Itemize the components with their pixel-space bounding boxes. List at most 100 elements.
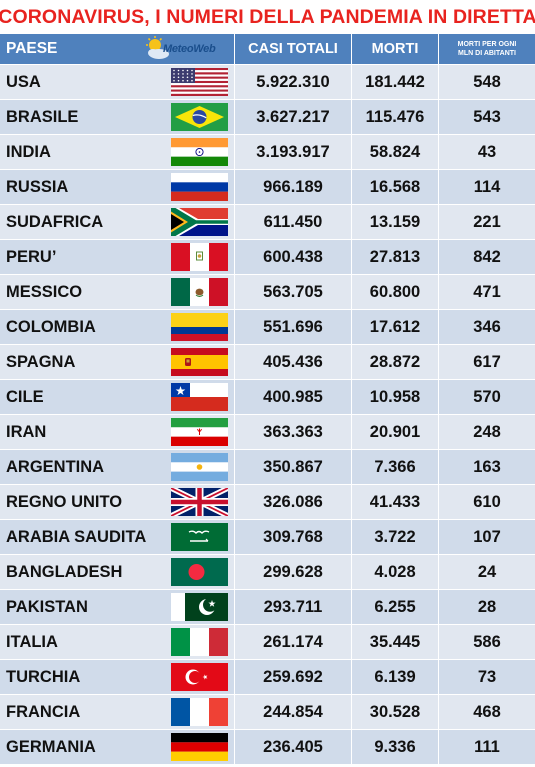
cases-value: 611.450 bbox=[235, 205, 352, 240]
country-name: ARGENTINA bbox=[6, 457, 105, 476]
pakistan-flag-icon bbox=[171, 593, 228, 621]
header-country-cell: PAESE MeteoWeb bbox=[0, 34, 235, 65]
country-cell: ARABIA SAUDITA bbox=[0, 520, 235, 555]
table-header: PAESE MeteoWeb CASI TOTALI MORTI MORTI P… bbox=[0, 34, 535, 65]
table-row: GERMANIA 236.405 9.336 111 bbox=[0, 730, 535, 765]
bangladesh-flag-icon bbox=[171, 558, 228, 586]
country-cell: MESSICO bbox=[0, 275, 235, 310]
cases-value: 299.628 bbox=[235, 555, 352, 590]
country-name: ARABIA SAUDITA bbox=[6, 527, 147, 546]
deaths-value: 4.028 bbox=[352, 555, 439, 590]
per-million-value: 221 bbox=[439, 205, 535, 240]
cases-value: 3.193.917 bbox=[235, 135, 352, 170]
brazil-flag-icon bbox=[171, 103, 228, 131]
deaths-value: 60.800 bbox=[352, 275, 439, 310]
cases-value: 244.854 bbox=[235, 695, 352, 730]
cases-value: 236.405 bbox=[235, 730, 352, 765]
country-cell: SPAGNA bbox=[0, 345, 235, 380]
deaths-value: 20.901 bbox=[352, 415, 439, 450]
country-cell: RUSSIA bbox=[0, 170, 235, 205]
country-name: MESSICO bbox=[6, 282, 83, 301]
country-cell: BRASILE bbox=[0, 100, 235, 135]
table-row: FRANCIA 244.854 30.528 468 bbox=[0, 695, 535, 730]
per-million-value: 548 bbox=[439, 65, 535, 100]
turkey-flag-icon bbox=[171, 663, 228, 691]
country-name: RUSSIA bbox=[6, 177, 69, 196]
table-row: USA 5.922.310 181.442 548 bbox=[0, 65, 535, 100]
per-million-value: 468 bbox=[439, 695, 535, 730]
meteoweb-logo: MeteoWeb bbox=[145, 36, 231, 62]
france-flag-icon bbox=[171, 698, 228, 726]
per-million-value: 610 bbox=[439, 485, 535, 520]
uk-flag-icon bbox=[171, 488, 228, 516]
table-row: SUDAFRICA 611.450 13.159 221 bbox=[0, 205, 535, 240]
cases-value: 259.692 bbox=[235, 660, 352, 695]
deaths-value: 35.445 bbox=[352, 625, 439, 660]
country-cell: BANGLADESH bbox=[0, 555, 235, 590]
table-row: ARGENTINA 350.867 7.366 163 bbox=[0, 450, 535, 485]
country-cell: TURCHIA bbox=[0, 660, 235, 695]
country-name: BRASILE bbox=[6, 107, 79, 126]
cases-value: 326.086 bbox=[235, 485, 352, 520]
country-name: SPAGNA bbox=[6, 352, 76, 371]
country-name: CILE bbox=[6, 387, 44, 406]
country-name: IRAN bbox=[6, 422, 47, 441]
country-cell: INDIA bbox=[0, 135, 235, 170]
header-per-million: MORTI PER OGNI MLN DI ABITANTI bbox=[439, 34, 535, 65]
country-name: BANGLADESH bbox=[6, 562, 123, 581]
deaths-value: 3.722 bbox=[352, 520, 439, 555]
table-row: BANGLADESH 299.628 4.028 24 bbox=[0, 555, 535, 590]
per-million-value: 107 bbox=[439, 520, 535, 555]
cases-value: 3.627.217 bbox=[235, 100, 352, 135]
table-row: CILE 400.985 10.958 570 bbox=[0, 380, 535, 415]
table-row: REGNO UNITO 326.086 41.433 610 bbox=[0, 485, 535, 520]
country-cell: GERMANIA bbox=[0, 730, 235, 765]
per-million-value: 570 bbox=[439, 380, 535, 415]
cases-value: 600.438 bbox=[235, 240, 352, 275]
per-million-value: 28 bbox=[439, 590, 535, 625]
table-row: BRASILE 3.627.217 115.476 543 bbox=[0, 100, 535, 135]
header-deaths: MORTI bbox=[352, 34, 439, 65]
cases-value: 551.696 bbox=[235, 310, 352, 345]
per-million-value: 24 bbox=[439, 555, 535, 590]
spain-flag-icon bbox=[171, 348, 228, 376]
table-row: SPAGNA 405.436 28.872 617 bbox=[0, 345, 535, 380]
country-name: FRANCIA bbox=[6, 702, 81, 721]
country-cell: ARGENTINA bbox=[0, 450, 235, 485]
logo-text: MeteoWeb bbox=[163, 43, 216, 55]
per-million-value: 586 bbox=[439, 625, 535, 660]
iran-flag-icon bbox=[171, 418, 228, 446]
per-million-value: 617 bbox=[439, 345, 535, 380]
deaths-value: 27.813 bbox=[352, 240, 439, 275]
country-cell: FRANCIA bbox=[0, 695, 235, 730]
cases-value: 363.363 bbox=[235, 415, 352, 450]
country-name: GERMANIA bbox=[6, 737, 96, 756]
table-row: INDIA 3.193.917 58.824 43 bbox=[0, 135, 535, 170]
per-million-value: 471 bbox=[439, 275, 535, 310]
country-name: SUDAFRICA bbox=[6, 212, 104, 231]
deaths-value: 10.958 bbox=[352, 380, 439, 415]
colombia-flag-icon bbox=[171, 313, 228, 341]
cases-value: 563.705 bbox=[235, 275, 352, 310]
per-million-value: 543 bbox=[439, 100, 535, 135]
cases-value: 293.711 bbox=[235, 590, 352, 625]
country-name: PAKISTAN bbox=[6, 597, 88, 616]
header-per-million-line2: MLN DI ABITANTI bbox=[458, 50, 516, 57]
deaths-value: 28.872 bbox=[352, 345, 439, 380]
per-million-value: 163 bbox=[439, 450, 535, 485]
header-country: PAESE bbox=[6, 40, 58, 57]
header-cases: CASI TOTALI bbox=[235, 34, 352, 65]
header-per-million-line1: MORTI PER OGNI bbox=[457, 41, 517, 48]
country-cell: USA bbox=[0, 65, 235, 100]
table-row: IRAN 363.363 20.901 248 bbox=[0, 415, 535, 450]
deaths-value: 16.568 bbox=[352, 170, 439, 205]
country-name: PERU’ bbox=[6, 247, 57, 266]
per-million-value: 842 bbox=[439, 240, 535, 275]
cases-value: 405.436 bbox=[235, 345, 352, 380]
deaths-value: 13.159 bbox=[352, 205, 439, 240]
page-title: CORONAVIRUS, I NUMERI DELLA PANDEMIA IN … bbox=[0, 0, 535, 34]
table-row: ARABIA SAUDITA 309.768 3.722 107 bbox=[0, 520, 535, 555]
germany-flag-icon bbox=[171, 733, 228, 761]
india-flag-icon bbox=[171, 138, 228, 166]
saudi-arabia-flag-icon bbox=[171, 523, 228, 551]
